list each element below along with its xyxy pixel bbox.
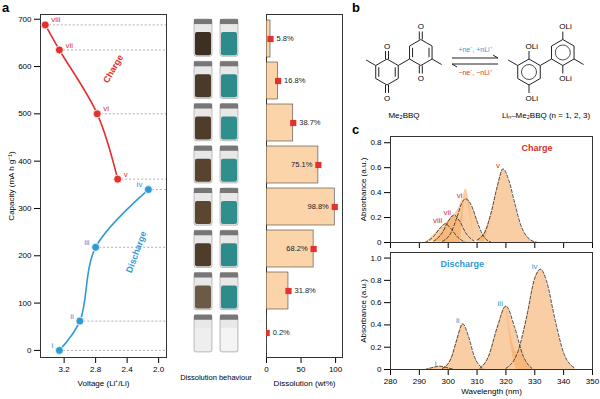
svg-text:2.0: 2.0	[153, 365, 165, 374]
svg-text:−ne⁻, −nLi⁺: −ne⁻, −nLi⁺	[458, 69, 492, 76]
svg-text:viii: viii	[433, 216, 443, 225]
svg-text:OLi: OLi	[559, 22, 572, 31]
html-text:b: b	[352, 0, 360, 15]
svg-text:75.1%: 75.1%	[291, 160, 313, 169]
svg-text:340: 340	[557, 377, 571, 386]
svg-text:0: 0	[264, 365, 269, 374]
svg-text:+ne⁻, +nLi⁺: +ne⁻, +nLi⁺	[458, 46, 492, 53]
svg-text:0: 0	[27, 346, 32, 355]
svg-text:viii: viii	[51, 15, 61, 24]
svg-text:OLi: OLi	[526, 42, 539, 51]
svg-text:0: 0	[377, 238, 382, 247]
svg-text:290: 290	[413, 377, 427, 386]
svg-text:280: 280	[384, 377, 398, 386]
svg-text:0.2: 0.2	[370, 343, 382, 352]
svg-text:31.8%: 31.8%	[294, 286, 316, 295]
svg-text:Wavelength (nm): Wavelength (nm)	[461, 387, 522, 396]
svg-text:O: O	[418, 74, 424, 83]
html-text:c: c	[352, 122, 360, 137]
svg-text:Discharge: Discharge	[124, 230, 148, 274]
svg-text:0.8: 0.8	[370, 276, 382, 285]
svg-text:Me₂BBQ: Me₂BBQ	[388, 111, 419, 120]
svg-text:700: 700	[18, 15, 32, 24]
svg-text:0.2%: 0.2%	[273, 328, 290, 337]
svg-text:0.4: 0.4	[370, 188, 382, 197]
svg-text:330: 330	[528, 377, 542, 386]
svg-text:500: 500	[18, 109, 32, 118]
svg-text:i: i	[435, 359, 437, 368]
svg-text:16.8%: 16.8%	[284, 76, 306, 85]
svg-text:v: v	[496, 161, 500, 170]
svg-text:Dissolution (wt%): Dissolution (wt%)	[274, 379, 336, 388]
svg-text:iv: iv	[532, 262, 538, 271]
svg-text:v: v	[124, 170, 128, 179]
svg-text:Charge: Charge	[521, 143, 552, 153]
svg-text:iii: iii	[84, 238, 90, 247]
svg-text:0.4: 0.4	[370, 320, 382, 329]
svg-text:2.4: 2.4	[122, 365, 134, 374]
svg-text:ii: ii	[70, 312, 74, 321]
svg-text:vi: vi	[103, 104, 109, 113]
svg-text:0.8: 0.8	[370, 138, 382, 147]
svg-text:vii: vii	[65, 41, 73, 50]
svg-text:38.7%: 38.7%	[299, 118, 321, 127]
svg-text:310: 310	[470, 377, 484, 386]
svg-text:300: 300	[442, 377, 456, 386]
svg-text:Liₙ–Me₂BBQ (n = 1, 2, 3): Liₙ–Me₂BBQ (n = 1, 2, 3)	[502, 111, 590, 120]
svg-text:300: 300	[18, 204, 32, 213]
svg-text:Voltage (Li⁺/Li): Voltage (Li⁺/Li)	[78, 379, 130, 388]
svg-text:Dissolution behaviour: Dissolution behaviour	[180, 373, 252, 382]
svg-text:0: 0	[377, 365, 382, 374]
svg-text:320: 320	[499, 377, 513, 386]
svg-text:Absorbance (a.u.): Absorbance (a.u.)	[359, 279, 368, 343]
svg-text:O: O	[418, 22, 424, 31]
svg-text:600: 600	[18, 62, 32, 71]
svg-text:100: 100	[18, 299, 32, 308]
svg-text:Discharge: Discharge	[441, 259, 485, 269]
svg-text:5.8%: 5.8%	[277, 34, 294, 43]
svg-text:ii: ii	[456, 316, 460, 325]
svg-text:350: 350	[586, 377, 600, 386]
svg-text:0.6: 0.6	[370, 298, 382, 307]
svg-text:1.0: 1.0	[370, 254, 382, 263]
svg-text:OLi: OLi	[559, 74, 572, 83]
svg-text:68.2%: 68.2%	[286, 244, 308, 253]
svg-text:0.6: 0.6	[370, 163, 382, 172]
svg-text:98.8%: 98.8%	[307, 202, 329, 211]
svg-text:50: 50	[297, 365, 306, 374]
svg-text:400: 400	[18, 157, 32, 166]
svg-text:iv: iv	[137, 180, 143, 189]
svg-text:Charge: Charge	[101, 53, 125, 85]
svg-text:vii: vii	[443, 208, 451, 217]
svg-text:O: O	[384, 94, 390, 103]
svg-text:Capacity (mA h g⁻¹): Capacity (mA h g⁻¹)	[7, 151, 16, 221]
svg-text:i: i	[52, 341, 54, 350]
svg-text:3.2: 3.2	[59, 365, 71, 374]
svg-text:iii: iii	[498, 299, 504, 308]
svg-text:O: O	[384, 42, 390, 51]
svg-text:2.8: 2.8	[90, 365, 102, 374]
svg-text:100: 100	[329, 365, 343, 374]
svg-text:0.2: 0.2	[370, 213, 382, 222]
svg-text:200: 200	[18, 251, 32, 260]
svg-text:Absorbance (a.u.): Absorbance (a.u.)	[359, 157, 368, 221]
svg-text:vi: vi	[457, 191, 463, 200]
svg-text:OLi: OLi	[526, 94, 539, 103]
html-text:a: a	[2, 0, 10, 15]
